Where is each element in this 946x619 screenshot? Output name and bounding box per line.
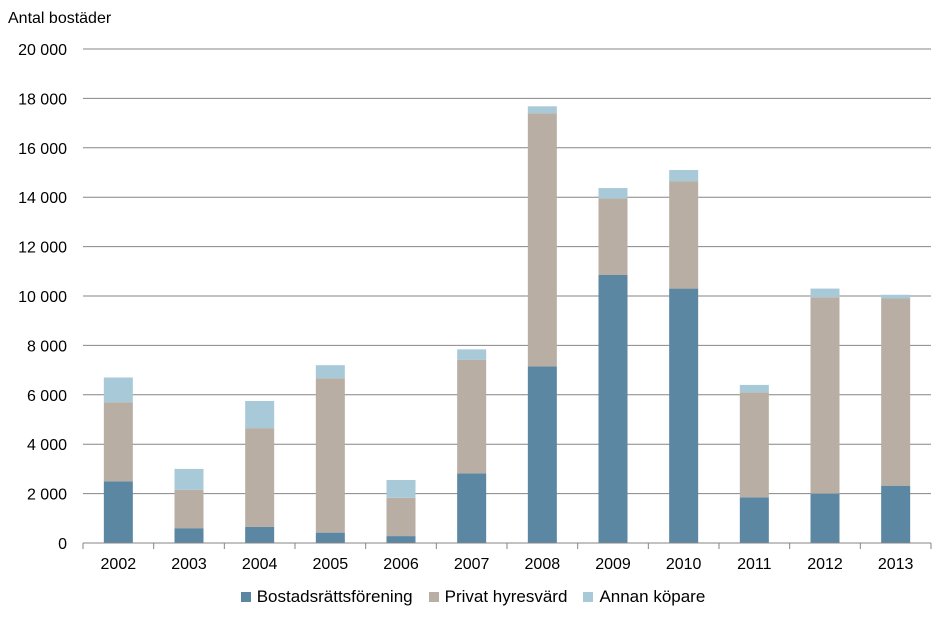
legend-swatch — [240, 592, 251, 602]
y-tick-label: 10 000 — [18, 289, 67, 306]
bar-segment-0 — [315, 532, 345, 543]
bar-segment-0 — [457, 473, 487, 543]
legend-label: Annan köpare — [599, 587, 706, 606]
gridlines — [83, 48, 931, 495]
x-axis: 2002 2003 2004 2005 2006 2007 2008 2009 2010 2011… — [82, 542, 932, 573]
x-tick-label: 2008 — [525, 556, 561, 573]
bar-segment-1 — [103, 402, 133, 482]
y-tick-label: 6 000 — [27, 388, 67, 405]
legend-item-bostadsrattsforening: Bostadsrättsförening — [240, 587, 413, 607]
bar-segment-2 — [810, 288, 840, 298]
legend-item-annan-kopare: Annan köpare — [583, 587, 705, 607]
bar-segment-2 — [174, 468, 204, 490]
y-tick-label: 20 000 — [18, 42, 67, 59]
x-tick-label: 2004 — [242, 556, 278, 573]
bar-segment-2 — [739, 384, 769, 393]
legend-swatch — [583, 592, 594, 602]
bar-segment-1 — [315, 378, 345, 533]
bar-segment-2 — [881, 294, 911, 299]
bar-segment-1 — [598, 198, 628, 276]
bar-segment-0 — [739, 497, 769, 543]
y-tick-label: 16 000 — [18, 141, 67, 158]
y-axis-title: Antal bostäder — [8, 10, 112, 27]
legend-swatch — [428, 592, 439, 602]
x-tick-label: 2006 — [383, 556, 419, 573]
x-tick-label: 2010 — [666, 556, 702, 573]
bars — [103, 106, 911, 543]
y-tick-label: 18 000 — [18, 91, 67, 108]
bar-segment-0 — [598, 275, 628, 543]
legend-label: Bostadsrättsförening — [256, 587, 413, 606]
bar-segment-0 — [810, 493, 840, 543]
y-axis-ticks: 0 2 000 4 000 6 000 8 000 10 000 12 000 14 000 1… — [18, 42, 67, 553]
y-tick-label: 4 000 — [27, 437, 67, 454]
bar-segment-1 — [881, 298, 911, 486]
bar-segment-1 — [174, 489, 204, 529]
bar-segment-1 — [810, 297, 840, 494]
y-tick-label: 12 000 — [18, 240, 67, 257]
bar-segment-0 — [245, 526, 275, 543]
bar-segment-0 — [174, 528, 204, 543]
bar-segment-1 — [739, 392, 769, 498]
bar-segment-2 — [386, 480, 416, 498]
y-tick-label: 2 000 — [27, 487, 67, 504]
bar-segment-2 — [315, 365, 345, 379]
bar-segment-2 — [245, 400, 275, 429]
bar-segment-0 — [386, 536, 416, 543]
x-tick-label: 2013 — [878, 556, 914, 573]
y-tick-label: 14 000 — [18, 190, 67, 207]
legend: Bostadsrättsförening Privat hyresvärd An… — [0, 587, 946, 607]
bar-segment-2 — [527, 106, 557, 114]
bar-segment-2 — [103, 377, 133, 403]
bar-segment-0 — [103, 481, 133, 543]
bar-segment-2 — [669, 170, 699, 182]
x-tick-label: 2009 — [595, 556, 631, 573]
bar-segment-1 — [386, 497, 416, 537]
x-tick-label: 2011 — [737, 556, 772, 573]
x-tick-label: 2005 — [313, 556, 349, 573]
bar-segment-1 — [669, 181, 699, 289]
bar-segment-0 — [881, 485, 911, 543]
bar-segment-1 — [245, 428, 275, 527]
legend-label: Privat hyresvärd — [444, 587, 568, 606]
y-tick-label: 0 — [58, 536, 67, 553]
x-tick-label: 2003 — [171, 556, 207, 573]
bar-segment-1 — [457, 359, 487, 474]
bar-segment-2 — [598, 188, 628, 199]
bar-segment-0 — [527, 366, 557, 543]
bar-segment-2 — [457, 349, 487, 360]
bar-segment-1 — [527, 113, 557, 367]
bar-segment-0 — [669, 288, 699, 543]
legend-item-privat-hyresvard: Privat hyresvärd — [428, 587, 568, 607]
x-tick-label: 2002 — [101, 556, 137, 573]
x-tick-label: 2007 — [454, 556, 490, 573]
x-tick-label: 2012 — [807, 556, 843, 573]
y-tick-label: 8 000 — [27, 338, 67, 355]
